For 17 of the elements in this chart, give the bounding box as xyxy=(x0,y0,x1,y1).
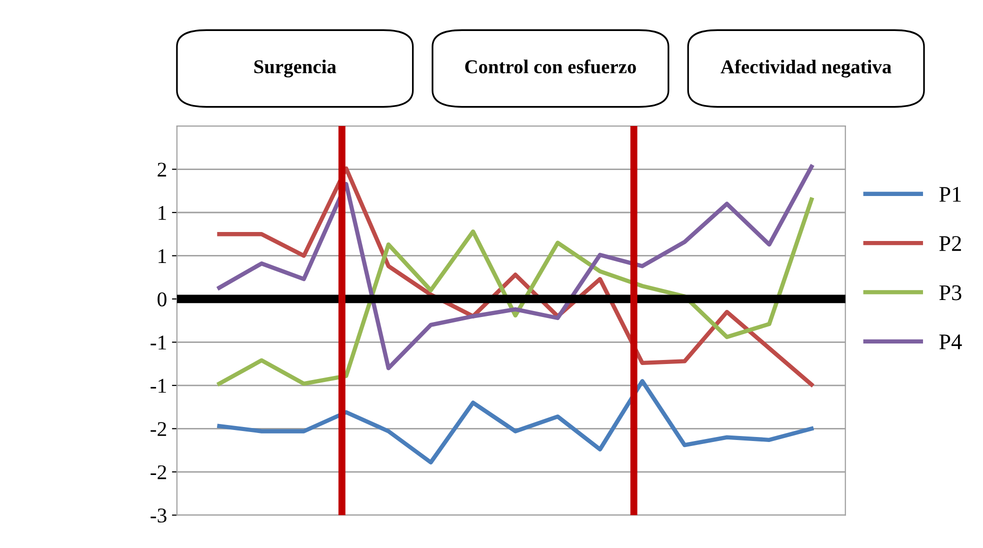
y-tick-label: -2 xyxy=(150,422,166,436)
y-tick-label: -1 xyxy=(150,336,166,350)
y-tick-label: 2 xyxy=(158,162,166,176)
y-tick-label: -2 xyxy=(150,465,166,480)
legend-label: P3 xyxy=(939,285,962,300)
y-tick-label: 1 xyxy=(158,249,166,263)
y-tick-label: 1 xyxy=(158,206,166,220)
text: Surgencia xyxy=(254,60,336,78)
legend-label: P1 xyxy=(939,186,961,202)
y-tick-label: -1 xyxy=(150,378,166,393)
y-tick-label: -3 xyxy=(150,508,166,523)
line-series xyxy=(217,379,814,464)
text: Control con esfuerzo xyxy=(465,59,636,74)
legend-label: P2 xyxy=(939,236,961,251)
legend-label: P4 xyxy=(939,334,962,350)
y-tick-label: 0 xyxy=(158,292,166,306)
text: Afectividad negativa xyxy=(720,60,892,78)
